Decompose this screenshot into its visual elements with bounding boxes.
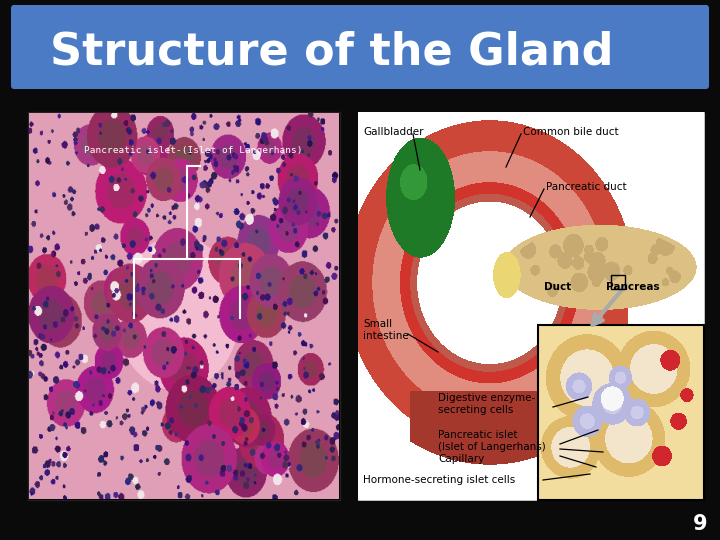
Text: Duct: Duct — [544, 282, 572, 292]
Text: Pancreatic duct: Pancreatic duct — [546, 182, 626, 192]
Text: Small
intestine: Small intestine — [363, 319, 409, 341]
Bar — [28, 112, 340, 500]
Bar — [358, 112, 704, 500]
Text: Common bile duct: Common bile duct — [523, 127, 618, 137]
Bar — [538, 326, 704, 500]
Text: Pancreatic islet-(Islet of Langerhans): Pancreatic islet-(Islet of Langerhans) — [84, 146, 302, 156]
Text: Gallbladder: Gallbladder — [363, 127, 423, 137]
FancyBboxPatch shape — [11, 5, 709, 89]
Text: Digestive enzyme-
secreting cells: Digestive enzyme- secreting cells — [438, 393, 535, 415]
Text: Structure of the Gland: Structure of the Gland — [50, 30, 613, 73]
Text: Pancreatic islet
(Islet of Langerhans)
Capillary: Pancreatic islet (Islet of Langerhans) C… — [438, 430, 546, 464]
Bar — [611, 275, 624, 289]
Text: Hormone-secreting islet cells: Hormone-secreting islet cells — [363, 475, 516, 485]
Text: Pancreas: Pancreas — [606, 282, 660, 292]
Text: 9: 9 — [693, 514, 707, 534]
